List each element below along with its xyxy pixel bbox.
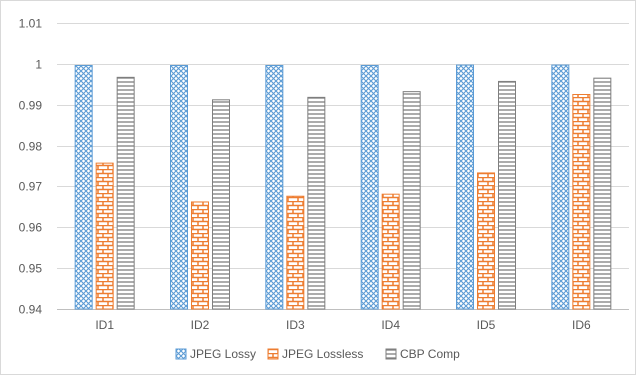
- bar-cbp-comp: [402, 91, 421, 310]
- x-tick-label: ID6: [572, 318, 591, 332]
- y-tick-label: 0.98: [19, 140, 43, 154]
- bar-jpeg-lossless: [286, 195, 305, 310]
- legend-swatch: [267, 348, 279, 360]
- x-axis-ticks: ID1 ID2 ID3 ID4 ID5 ID6: [95, 318, 591, 332]
- legend-swatch: [175, 348, 187, 360]
- x-tick-label: ID3: [286, 318, 305, 332]
- bar-jpeg-lossless: [477, 172, 495, 310]
- bar-jpeg-lossy: [551, 64, 570, 310]
- legend-label: JPEG Lossy: [190, 347, 256, 361]
- bar-jpeg-lossy: [265, 64, 284, 310]
- bar-jpeg-lossless: [572, 94, 591, 310]
- bar-jpeg-lossless: [95, 162, 114, 310]
- bar-jpeg-lossless: [381, 193, 400, 310]
- bar-jpeg-lossy: [74, 64, 93, 310]
- y-tick-label: 0.94: [19, 303, 43, 317]
- legend-label: CBP Comp: [400, 347, 460, 361]
- bar-jpeg-lossy: [360, 64, 379, 310]
- y-tick-label: 0.96: [19, 221, 43, 235]
- bar-jpeg-lossless: [191, 201, 209, 310]
- y-tick-label: 0.95: [19, 262, 43, 276]
- x-tick-label: ID1: [95, 318, 114, 332]
- y-tick-label: 1: [35, 58, 42, 72]
- y-tick-label: 1.01: [19, 17, 43, 31]
- legend-label: JPEG Lossless: [282, 347, 363, 361]
- bar-cbp-comp: [498, 80, 516, 310]
- bar-cbp-comp: [307, 96, 326, 310]
- bar-jpeg-lossy: [170, 64, 188, 310]
- y-tick-label: 0.97: [19, 180, 43, 194]
- bar-jpeg-lossy: [456, 64, 474, 310]
- legend-swatch: [385, 348, 397, 360]
- bar-cbp-comp: [212, 99, 230, 310]
- bar-cbp-comp: [593, 77, 612, 310]
- y-axis-ticks: 0.94 0.95 0.96 0.97 0.98 0.99 1 1.01: [19, 17, 43, 317]
- bar-cbp-comp: [116, 76, 135, 310]
- bars: [74, 64, 612, 310]
- legend: JPEG Lossy JPEG Lossless CBP Comp: [175, 347, 460, 361]
- x-tick-label: ID2: [191, 318, 210, 332]
- x-tick-label: ID5: [477, 318, 496, 332]
- x-tick-label: ID4: [381, 318, 400, 332]
- gridlines: [57, 23, 629, 310]
- y-tick-label: 0.99: [19, 99, 43, 113]
